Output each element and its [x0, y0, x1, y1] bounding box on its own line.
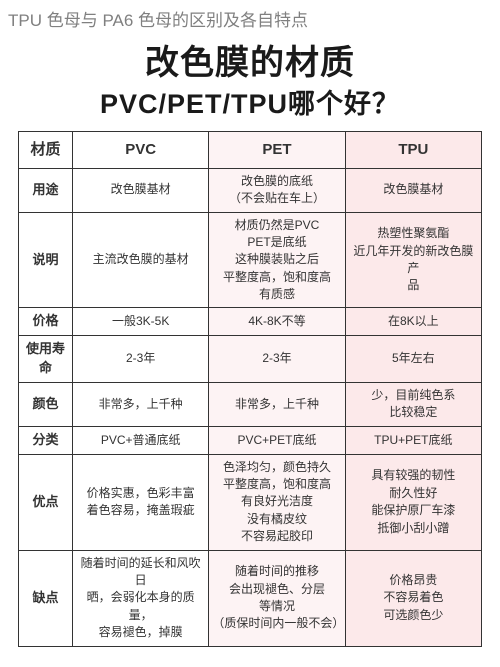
cell-pvc: 随着时间的延长和风吹日 晒，会弱化本身的质量， 容易褪色，掉膜 — [73, 550, 209, 646]
comparison-table: 材质 PVC PET TPU 用途改色膜基材改色膜的底纸 （不会贴在车上）改色膜… — [18, 131, 482, 647]
cell-pvc: 主流改色膜的基材 — [73, 212, 209, 308]
row-label: 颜色 — [19, 383, 73, 427]
row-label: 缺点 — [19, 550, 73, 646]
cell-pvc: 价格实惠，色彩丰富 着色容易，掩盖瑕疵 — [73, 454, 209, 550]
row-label: 说明 — [19, 212, 73, 308]
cell-tpu: 改色膜基材 — [345, 168, 481, 212]
cell-pet: 2-3年 — [209, 336, 345, 383]
row-label: 用途 — [19, 168, 73, 212]
table-row: 说明主流改色膜的基材材质仍然是PVC PET是底纸 这种膜装贴之后 平整度高，饱… — [19, 212, 482, 308]
cell-pet: 改色膜的底纸 （不会贴在车上） — [209, 168, 345, 212]
cell-pet: 非常多，上千种 — [209, 383, 345, 427]
row-label: 使用寿命 — [19, 336, 73, 383]
cell-pet: 4K-8K不等 — [209, 308, 345, 336]
cell-pvc: PVC+普通底纸 — [73, 426, 209, 454]
cell-tpu: 热塑性聚氨酯 近几年开发的新改色膜产 品 — [345, 212, 481, 308]
table-row: 使用寿命2-3年2-3年5年左右 — [19, 336, 482, 383]
cell-tpu: 5年左右 — [345, 336, 481, 383]
cell-tpu: 在8K以上 — [345, 308, 481, 336]
table-row: 缺点随着时间的延长和风吹日 晒，会弱化本身的质量， 容易褪色，掉膜随着时间的推移… — [19, 550, 482, 646]
row-label: 价格 — [19, 308, 73, 336]
cell-pet: PVC+PET底纸 — [209, 426, 345, 454]
cell-pvc: 2-3年 — [73, 336, 209, 383]
title-sub: PVC/PET/TPU哪个好？ — [18, 82, 482, 121]
title-block: 改色膜的材质 PVC/PET/TPU哪个好？ — [18, 35, 482, 121]
row-label: 分类 — [19, 426, 73, 454]
cell-tpu: TPU+PET底纸 — [345, 426, 481, 454]
cell-pet: 随着时间的推移 会出现褪色、分层 等情况 （质保时间内一般不会） — [209, 550, 345, 646]
cell-pvc: 非常多，上千种 — [73, 383, 209, 427]
table-row: 分类PVC+普通底纸PVC+PET底纸TPU+PET底纸 — [19, 426, 482, 454]
col-header-pet: PET — [209, 132, 345, 169]
col-header-pvc: PVC — [73, 132, 209, 169]
table-row: 价格一般3K-5K4K-8K不等在8K以上 — [19, 308, 482, 336]
title-main: 改色膜的材质 — [18, 35, 482, 84]
table-row: 优点价格实惠，色彩丰富 着色容易，掩盖瑕疵色泽均匀，颜色持久 平整度高，饱和度高… — [19, 454, 482, 550]
col-header-tpu: TPU — [345, 132, 481, 169]
cell-pvc: 一般3K-5K — [73, 308, 209, 336]
cell-pet: 色泽均匀，颜色持久 平整度高，饱和度高 有良好光洁度 没有橘皮纹 不容易起胶印 — [209, 454, 345, 550]
cell-tpu: 具有较强的韧性 耐久性好 能保护原厂车漆 抵御小刮小蹭 — [345, 454, 481, 550]
content-area: 改色膜的材质 PVC/PET/TPU哪个好？ 材质 PVC PET TPU 用途… — [0, 35, 500, 647]
table-row: 颜色非常多，上千种非常多，上千种少，目前纯色系 比较稳定 — [19, 383, 482, 427]
page-caption: TPU 色母与 PA6 色母的区别及各自特点 — [0, 0, 500, 35]
col-header-material: 材质 — [19, 132, 73, 169]
cell-tpu: 少，目前纯色系 比较稳定 — [345, 383, 481, 427]
table-header-row: 材质 PVC PET TPU — [19, 132, 482, 169]
row-label: 优点 — [19, 454, 73, 550]
table-row: 用途改色膜基材改色膜的底纸 （不会贴在车上）改色膜基材 — [19, 168, 482, 212]
cell-pet: 材质仍然是PVC PET是底纸 这种膜装贴之后 平整度高，饱和度高 有质感 — [209, 212, 345, 308]
cell-pvc: 改色膜基材 — [73, 168, 209, 212]
cell-tpu: 价格昂贵 不容易着色 可选颜色少 — [345, 550, 481, 646]
